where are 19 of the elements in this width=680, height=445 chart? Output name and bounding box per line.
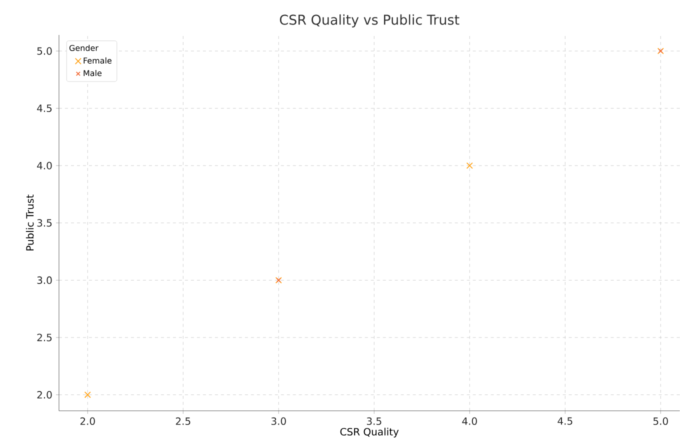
x-tick-label: 2.5 (176, 417, 190, 426)
x-tick-label: 4.5 (558, 417, 572, 425)
y-axis-title: Public Trust (26, 194, 34, 250)
y-tick-label: 2.0 (37, 391, 52, 399)
y-tick-label: 3.5 (37, 219, 52, 227)
y-tick-label: 3.0 (37, 276, 52, 284)
point (466, 162, 473, 169)
y-tick-label: 4.0 (37, 162, 52, 170)
y-tick-label: 5.0 (37, 47, 52, 55)
x-tick-label: 2.0 (80, 417, 95, 426)
y-tick-label: 2.5 (37, 334, 52, 342)
y-tick-label: 4.5 (37, 104, 52, 112)
chart-title: CSR Quality vs Public Trust (280, 14, 460, 28)
x-tick-label: 4.0 (462, 417, 477, 426)
x-axis-title: CSR Quality (340, 428, 399, 438)
x-tick-label: 3.0 (271, 417, 286, 426)
x-tick-label: 3.5 (366, 417, 382, 426)
point (84, 392, 91, 398)
x-tick-label: 5.0 (653, 417, 668, 426)
